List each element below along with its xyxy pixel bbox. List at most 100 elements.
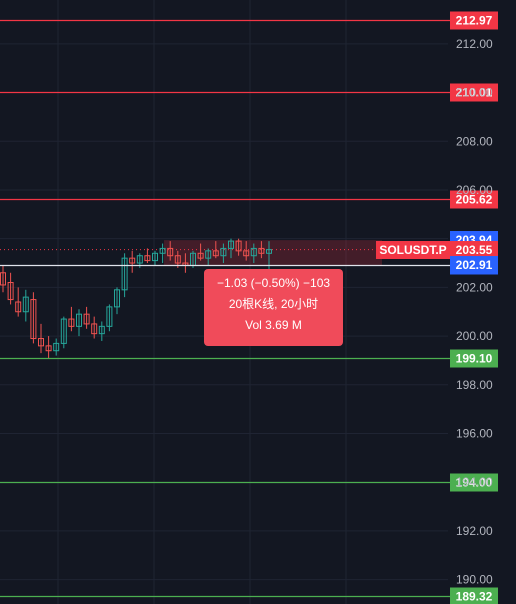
symbol-label: SOLUSDT.P (379, 243, 446, 257)
level-price-tag (450, 190, 498, 209)
low-price-tag (450, 256, 498, 274)
level-price-tag (450, 83, 498, 102)
price-axis[interactable]: 212.00210.00208.00206.00204.00202.00200.… (456, 37, 493, 587)
candle-body (212, 250, 219, 257)
level-price-tag (450, 11, 498, 30)
tooltip-change: −1.03 (−0.50%) −103 (216, 276, 331, 290)
candle (159, 243, 166, 264)
price-tick-label: 196.00 (456, 427, 493, 441)
price-tick-label: 212.00 (456, 37, 493, 51)
candle (144, 248, 151, 264)
candle-body (121, 257, 128, 291)
candle-body (129, 257, 136, 264)
candle-body (174, 255, 181, 264)
candle (121, 253, 128, 298)
price-tick-label: 200.00 (456, 329, 493, 343)
candle (22, 289, 29, 322)
candle-body (45, 345, 52, 352)
candle (167, 241, 174, 261)
candle-body (91, 323, 98, 335)
candle-body (7, 282, 14, 301)
price-tick-label: 192.00 (456, 524, 493, 538)
candle (197, 243, 204, 261)
candle-body (266, 249, 272, 254)
candle (212, 241, 219, 259)
candle (30, 292, 37, 344)
price-tick-label: 206.00 (456, 183, 493, 197)
candle-body (243, 250, 250, 257)
candle-body (98, 325, 105, 335)
candle (205, 248, 212, 266)
level-price-label: 189.32 (456, 590, 493, 604)
price-tick-label: 202.00 (456, 280, 493, 294)
level-price-label: 199.10 (456, 352, 493, 366)
candle (235, 238, 242, 256)
candle-body (228, 240, 234, 249)
candle-body (144, 255, 151, 262)
level-price-tag (450, 473, 498, 492)
candle (83, 306, 90, 329)
level-price-tag (450, 349, 498, 368)
candle-body (15, 301, 22, 313)
tooltip-volume: Vol 3.69 M (245, 318, 302, 332)
candle-body (22, 296, 29, 313)
candle (220, 243, 227, 264)
candle-body (220, 247, 227, 257)
candle-body (53, 342, 60, 352)
candle (106, 304, 113, 332)
candle (258, 241, 265, 259)
candle-body (30, 299, 37, 340)
candle-body (235, 240, 242, 252)
candle (129, 250, 136, 273)
level-price-label: 210.01 (456, 86, 493, 100)
price-tick-label: 198.00 (456, 378, 493, 392)
candle-body (60, 318, 67, 344)
candle-body (114, 289, 120, 308)
low-price-label: 202.91 (456, 258, 493, 272)
current-price-label: 203.55 (456, 243, 493, 257)
candle (98, 321, 105, 341)
candle (60, 316, 67, 349)
candle (15, 287, 22, 317)
level-price-label: 212.97 (456, 14, 493, 28)
price-tick-label: 190.00 (456, 573, 493, 587)
price-tick-label: 210.00 (456, 86, 493, 100)
candle (91, 316, 98, 339)
candle (0, 265, 6, 293)
candle (76, 309, 82, 337)
candle-body (250, 247, 257, 257)
candle-body (197, 252, 204, 259)
level-price-label: 194.00 (456, 476, 493, 490)
candle (243, 241, 250, 261)
measure-range-box (164, 240, 382, 266)
tooltip-bars: 20根K线, 20小时 (228, 297, 319, 311)
candle-body (0, 272, 6, 286)
level-price-tag (450, 587, 498, 604)
candle (38, 323, 44, 354)
candle-body (68, 318, 75, 327)
candle-body (106, 306, 113, 327)
candles (0, 238, 272, 359)
symbol-tag (376, 241, 450, 259)
candle-body (167, 247, 174, 257)
candle (266, 241, 272, 273)
candle-body (83, 313, 90, 325)
candle (152, 250, 158, 266)
price-tick-label: 194.00 (456, 475, 493, 489)
price-tick-label: 208.00 (456, 134, 493, 148)
candle (250, 243, 257, 264)
candle-body (159, 247, 166, 254)
measure-tooltip: −1.03 (−0.50%) −103 20根K线, 20小时 Vol 3.69… (204, 269, 343, 346)
candle-body (152, 252, 158, 262)
candle-body (205, 250, 212, 259)
candle (53, 338, 60, 356)
candle (68, 306, 75, 332)
candle (7, 272, 14, 305)
candle (45, 336, 52, 359)
level-price-label: 205.62 (456, 193, 493, 207)
candle-body (38, 338, 44, 347)
candle-body (136, 255, 143, 264)
